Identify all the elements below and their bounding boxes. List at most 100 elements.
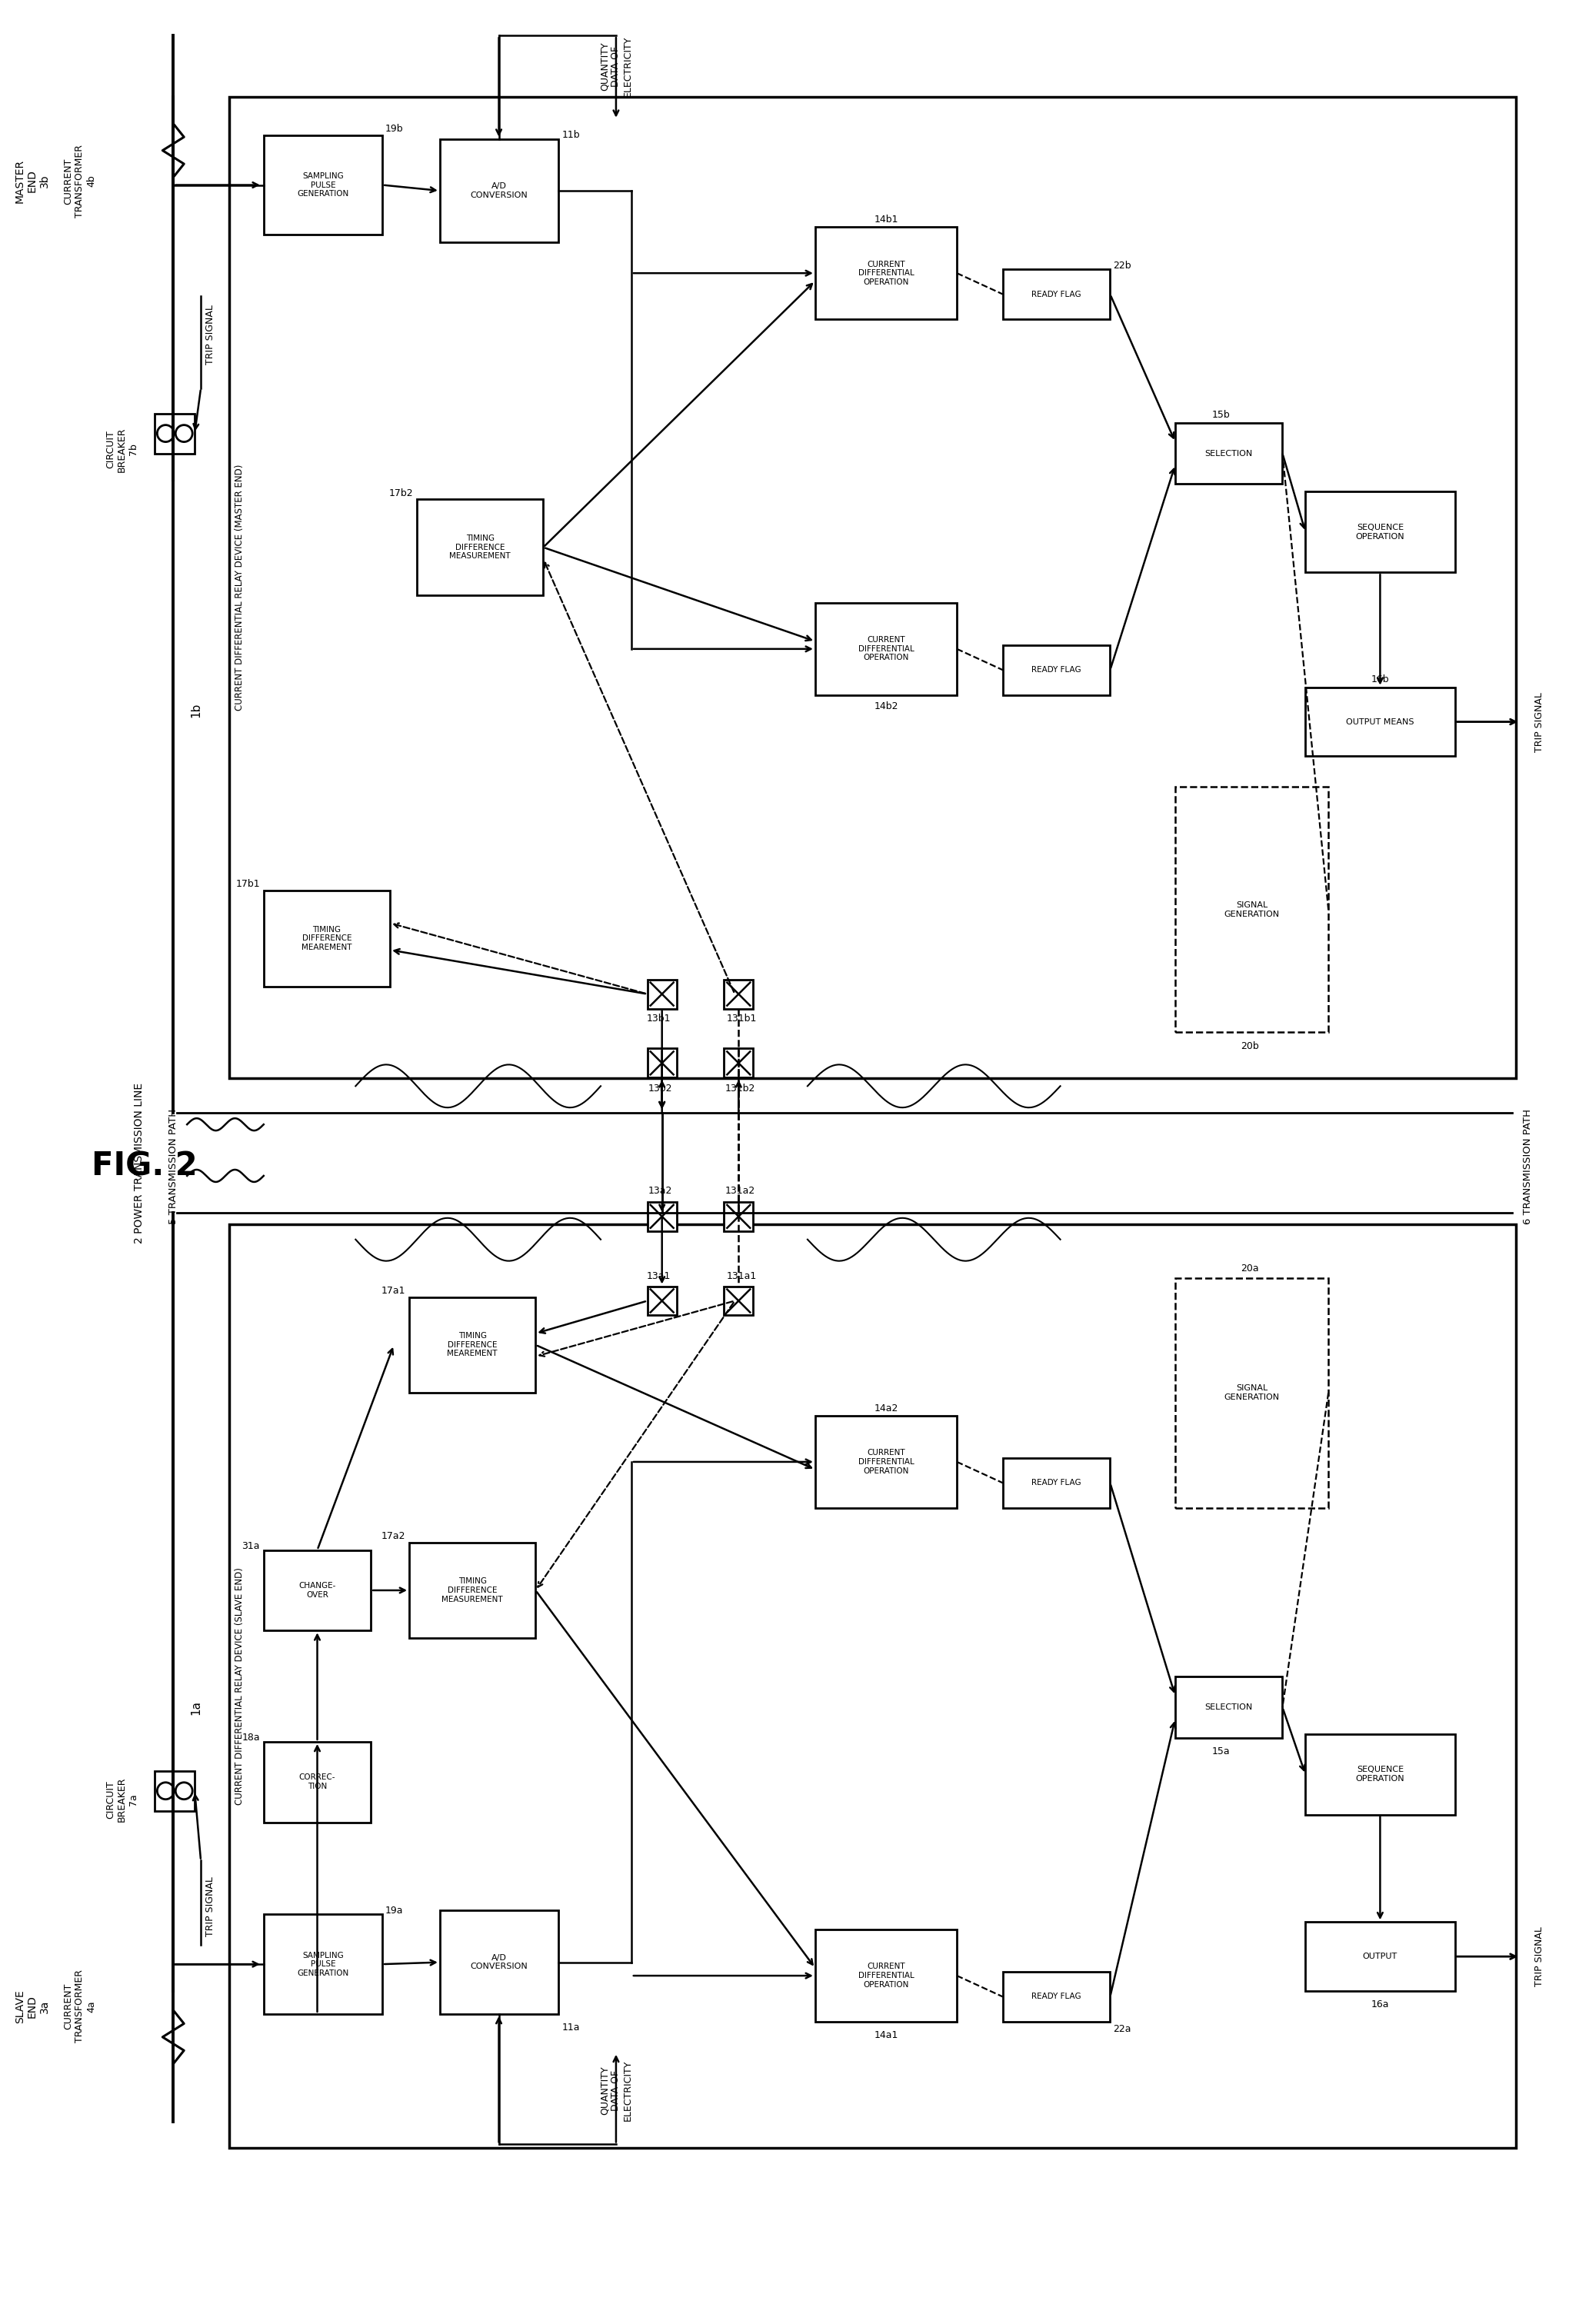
- Text: CURRENT
DIFFERENTIAL
OPERATION: CURRENT DIFFERENTIAL OPERATION: [858, 1964, 914, 1989]
- Text: 19b: 19b: [386, 123, 404, 135]
- Bar: [725, 1202, 753, 1232]
- Text: CIRCUIT
BREAKER
7a: CIRCUIT BREAKER 7a: [105, 1778, 138, 1822]
- Bar: [440, 139, 559, 242]
- Text: 14b1: 14b1: [874, 214, 898, 225]
- Bar: [647, 1048, 677, 1078]
- Bar: [1003, 1457, 1111, 1508]
- Bar: [264, 1550, 370, 1631]
- Text: 18a: 18a: [242, 1734, 261, 1743]
- Text: TIMING
DIFFERENCE
MEAREMENT: TIMING DIFFERENCE MEAREMENT: [302, 925, 353, 951]
- Bar: [1306, 1922, 1456, 1992]
- Text: 13a1: 13a1: [647, 1271, 671, 1281]
- Bar: [815, 602, 957, 695]
- Text: QUANTITY
DATA OF
ELECTRICITY: QUANTITY DATA OF ELECTRICITY: [599, 35, 632, 98]
- Text: 17a2: 17a2: [381, 1532, 405, 1541]
- Text: CHANGE-
OVER: CHANGE- OVER: [299, 1583, 335, 1599]
- Text: TRIP SIGNAL: TRIP SIGNAL: [205, 304, 215, 365]
- Text: 131b2: 131b2: [725, 1083, 755, 1092]
- Text: 1a: 1a: [191, 1699, 202, 1715]
- Text: CURRENT DIFFERENTIAL RELAY DEVICE (SLAVE END): CURRENT DIFFERENTIAL RELAY DEVICE (SLAVE…: [235, 1566, 245, 1806]
- Text: A/D
CONVERSION: A/D CONVERSION: [470, 1954, 528, 1971]
- Text: 16a: 16a: [1371, 2001, 1389, 2010]
- Bar: [647, 1202, 677, 1232]
- Bar: [1176, 1278, 1328, 1508]
- Text: A/D
CONVERSION: A/D CONVERSION: [470, 181, 528, 200]
- Text: 13b2: 13b2: [648, 1083, 672, 1092]
- Text: 31a: 31a: [242, 1541, 261, 1550]
- Bar: [264, 890, 389, 985]
- Bar: [725, 978, 753, 1009]
- Text: 14a2: 14a2: [874, 1404, 898, 1413]
- Bar: [1003, 270, 1111, 318]
- Text: 17b2: 17b2: [389, 488, 413, 497]
- Text: QUANTITY
DATA OF
ELECTRICITY: QUANTITY DATA OF ELECTRICITY: [599, 2059, 632, 2122]
- Bar: [815, 228, 957, 318]
- Text: 22b: 22b: [1114, 260, 1131, 270]
- Text: 11b: 11b: [561, 130, 580, 139]
- Text: TRIP SIGNAL: TRIP SIGNAL: [1533, 693, 1545, 751]
- Text: SLAVE
END
3a: SLAVE END 3a: [14, 1989, 51, 2024]
- Text: TIMING
DIFFERENCE
MEASUREMENT: TIMING DIFFERENCE MEASUREMENT: [450, 535, 510, 560]
- Bar: [1306, 1734, 1456, 1815]
- Text: 19a: 19a: [386, 1906, 404, 1915]
- Text: TIMING
DIFFERENCE
MEASUREMENT: TIMING DIFFERENCE MEASUREMENT: [442, 1578, 504, 1604]
- Text: READY FLAG: READY FLAG: [1031, 667, 1082, 674]
- Text: SELECTION: SELECTION: [1204, 449, 1252, 458]
- Bar: [815, 1929, 957, 2022]
- Text: FIG. 2: FIG. 2: [91, 1150, 197, 1183]
- Text: 2 POWER TRANSMISSION LINE: 2 POWER TRANSMISSION LINE: [133, 1083, 145, 1243]
- Text: MASTER
END
3b: MASTER END 3b: [14, 158, 51, 202]
- Text: TRIP SIGNAL: TRIP SIGNAL: [1533, 1927, 1545, 1987]
- Text: CURRENT
DIFFERENTIAL
OPERATION: CURRENT DIFFERENTIAL OPERATION: [858, 1450, 914, 1476]
- Text: READY FLAG: READY FLAG: [1031, 1478, 1082, 1487]
- Text: CURRENT
TRANSFORMER
4b: CURRENT TRANSFORMER 4b: [64, 144, 97, 218]
- Text: 17b1: 17b1: [235, 878, 261, 890]
- Bar: [1176, 788, 1328, 1032]
- Text: OUTPUT: OUTPUT: [1363, 1952, 1397, 1961]
- Bar: [229, 1225, 1516, 2147]
- Text: 13b1: 13b1: [647, 1013, 671, 1023]
- Bar: [647, 1285, 677, 1315]
- Bar: [410, 1543, 535, 1638]
- Text: CURRENT
DIFFERENTIAL
OPERATION: CURRENT DIFFERENTIAL OPERATION: [858, 260, 914, 286]
- Bar: [1003, 1971, 1111, 2022]
- Text: CURRENT
DIFFERENTIAL
OPERATION: CURRENT DIFFERENTIAL OPERATION: [858, 637, 914, 662]
- Text: OUTPUT MEANS: OUTPUT MEANS: [1346, 718, 1414, 725]
- Text: SEQUENCE
OPERATION: SEQUENCE OPERATION: [1355, 523, 1405, 539]
- Text: 1b: 1b: [191, 702, 202, 718]
- Text: 22a: 22a: [1114, 2024, 1131, 2034]
- Text: TRIP SIGNAL: TRIP SIGNAL: [205, 1878, 215, 1936]
- Bar: [410, 1297, 535, 1392]
- Bar: [1003, 646, 1111, 695]
- Bar: [815, 1415, 957, 1508]
- Text: 11a: 11a: [561, 2022, 580, 2034]
- Bar: [725, 1285, 753, 1315]
- Text: CURRENT DIFFERENTIAL RELAY DEVICE (MASTER END): CURRENT DIFFERENTIAL RELAY DEVICE (MASTE…: [235, 465, 245, 711]
- Text: SIGNAL
GENERATION: SIGNAL GENERATION: [1224, 902, 1279, 918]
- Text: 131b1: 131b1: [726, 1013, 756, 1023]
- Text: CIRCUIT
BREAKER
7b: CIRCUIT BREAKER 7b: [105, 428, 138, 472]
- Text: SELECTION: SELECTION: [1204, 1703, 1252, 1710]
- Text: 6 TRANSMISSION PATH: 6 TRANSMISSION PATH: [1522, 1109, 1532, 1225]
- Text: 14a1: 14a1: [874, 2031, 898, 2040]
- Bar: [1176, 423, 1282, 483]
- Text: SIGNAL
GENERATION: SIGNAL GENERATION: [1224, 1385, 1279, 1401]
- Text: 13a2: 13a2: [648, 1185, 672, 1197]
- Bar: [1176, 1676, 1282, 1738]
- Text: 131a2: 131a2: [725, 1185, 755, 1197]
- Bar: [229, 98, 1516, 1078]
- Bar: [647, 978, 677, 1009]
- Bar: [264, 1741, 370, 1822]
- Bar: [264, 135, 383, 235]
- Text: CORREC-
TION: CORREC- TION: [299, 1773, 335, 1789]
- Text: 15a: 15a: [1212, 1748, 1230, 1757]
- Text: 16b: 16b: [1371, 674, 1389, 686]
- Text: 14b2: 14b2: [874, 702, 898, 711]
- Bar: [1306, 493, 1456, 572]
- Bar: [154, 414, 195, 453]
- Bar: [440, 1910, 559, 2015]
- Text: SAMPLING
PULSE
GENERATION: SAMPLING PULSE GENERATION: [297, 1952, 350, 1978]
- Bar: [416, 500, 543, 595]
- Text: 17a1: 17a1: [381, 1285, 405, 1297]
- Text: 131a1: 131a1: [726, 1271, 756, 1281]
